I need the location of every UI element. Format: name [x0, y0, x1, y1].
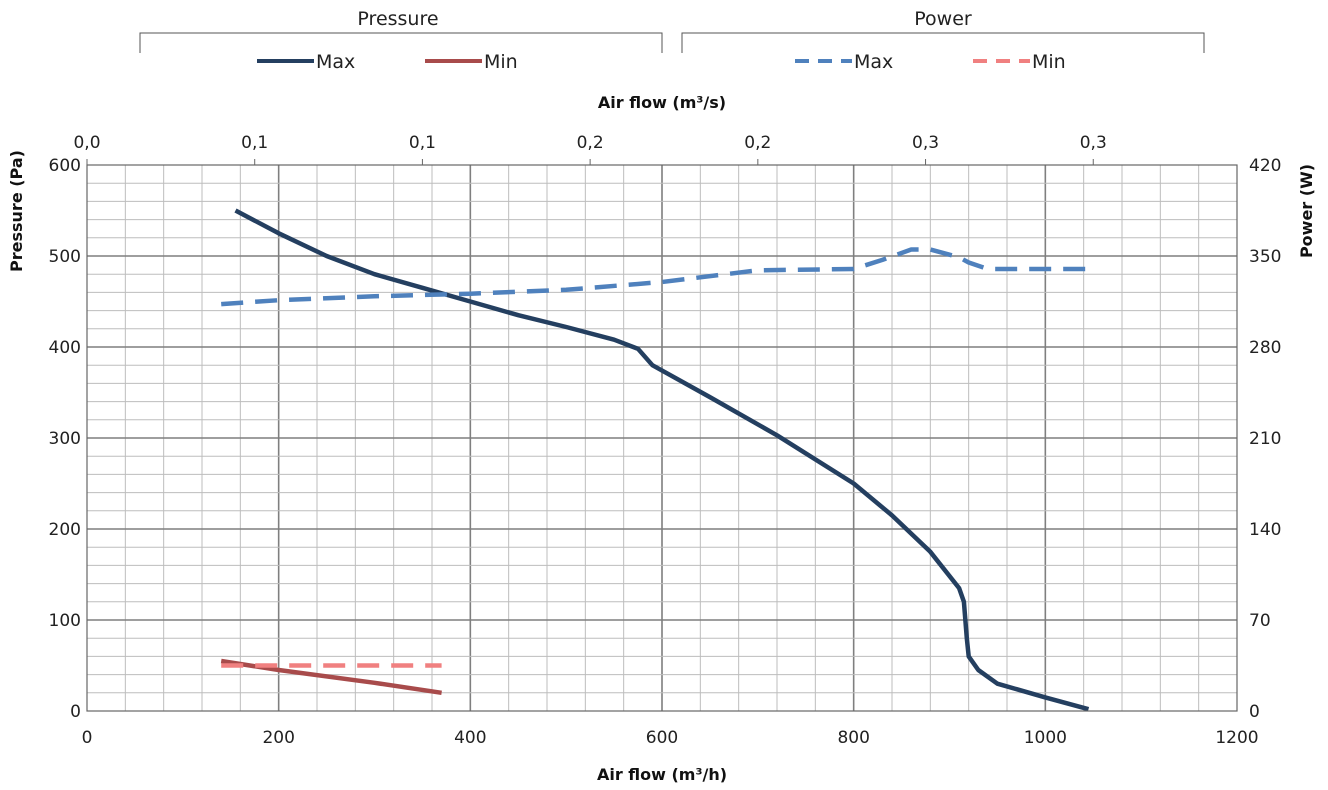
- legend-group-pressure: Pressure Max Min: [139, 8, 663, 73]
- x-tick-label: 200: [262, 728, 294, 748]
- y-tick-label: 200: [49, 520, 81, 540]
- y2-axis-title: Power (W): [1297, 164, 1316, 258]
- series-line-pressure-max: [234, 208, 1090, 712]
- y2-tick-label: 140: [1249, 520, 1281, 540]
- x2-tick-label: 0,0: [73, 133, 100, 153]
- legend-label-power-min: Min: [1032, 51, 1066, 73]
- y-tick-label: 100: [49, 611, 81, 631]
- y-tick-label: 0: [70, 702, 81, 722]
- x2-tick-label: 0,2: [577, 133, 604, 153]
- gridlines: [87, 165, 1237, 711]
- y2-tick-label: 70: [1249, 611, 1271, 631]
- plot-area-border: [86, 164, 1238, 712]
- x2-tick-label: 0,3: [1080, 133, 1107, 153]
- y2-tick-label: 210: [1249, 429, 1281, 449]
- legend-label-pressure-max: Max: [316, 51, 355, 73]
- legend-label-pressure-min: Min: [484, 51, 518, 73]
- y2-tick-label: 0: [1249, 702, 1260, 722]
- series-layer: [220, 208, 1090, 712]
- legend-group-title-pressure: Pressure: [357, 8, 438, 30]
- legend: Pressure Max Min Power Max Min: [139, 8, 1205, 73]
- x2-axis-title: Air flow (m³/s): [598, 93, 726, 112]
- x-tick-label: 0: [82, 728, 93, 748]
- legend-bracket-power: [681, 32, 1205, 53]
- x2-tick-label: 0,2: [744, 133, 771, 153]
- series-line-power-max: [221, 247, 1089, 307]
- x2-tick-label: 0,1: [241, 133, 268, 153]
- y2-tick-label: 420: [1249, 156, 1281, 176]
- y-tick-label: 500: [49, 247, 81, 267]
- x-tick-label: 600: [646, 728, 678, 748]
- x-tick-label: 400: [454, 728, 486, 748]
- legend-group-title-power: Power: [914, 8, 972, 30]
- x-tick-label: 800: [837, 728, 869, 748]
- y-tick-label: 400: [49, 338, 81, 358]
- series-line-pressure-min: [220, 658, 442, 696]
- y-tick-label: 600: [49, 156, 81, 176]
- legend-bracket-pressure: [139, 32, 663, 53]
- x-axis-title: Air flow (m³/h): [597, 765, 727, 784]
- x2-tick-label: 0,3: [912, 133, 939, 153]
- y-tick-label: 300: [49, 429, 81, 449]
- y2-tick-label: 280: [1249, 338, 1281, 358]
- x-tick-label: 1200: [1215, 728, 1258, 748]
- x-tick-label: 1000: [1024, 728, 1067, 748]
- legend-group-power: Power Max Min: [681, 8, 1205, 73]
- x2-tick-label: 0,1: [409, 133, 436, 153]
- legend-label-power-max: Max: [854, 51, 893, 73]
- y-axis-title: Pressure (Pa): [7, 150, 26, 272]
- y2-tick-label: 350: [1249, 247, 1281, 267]
